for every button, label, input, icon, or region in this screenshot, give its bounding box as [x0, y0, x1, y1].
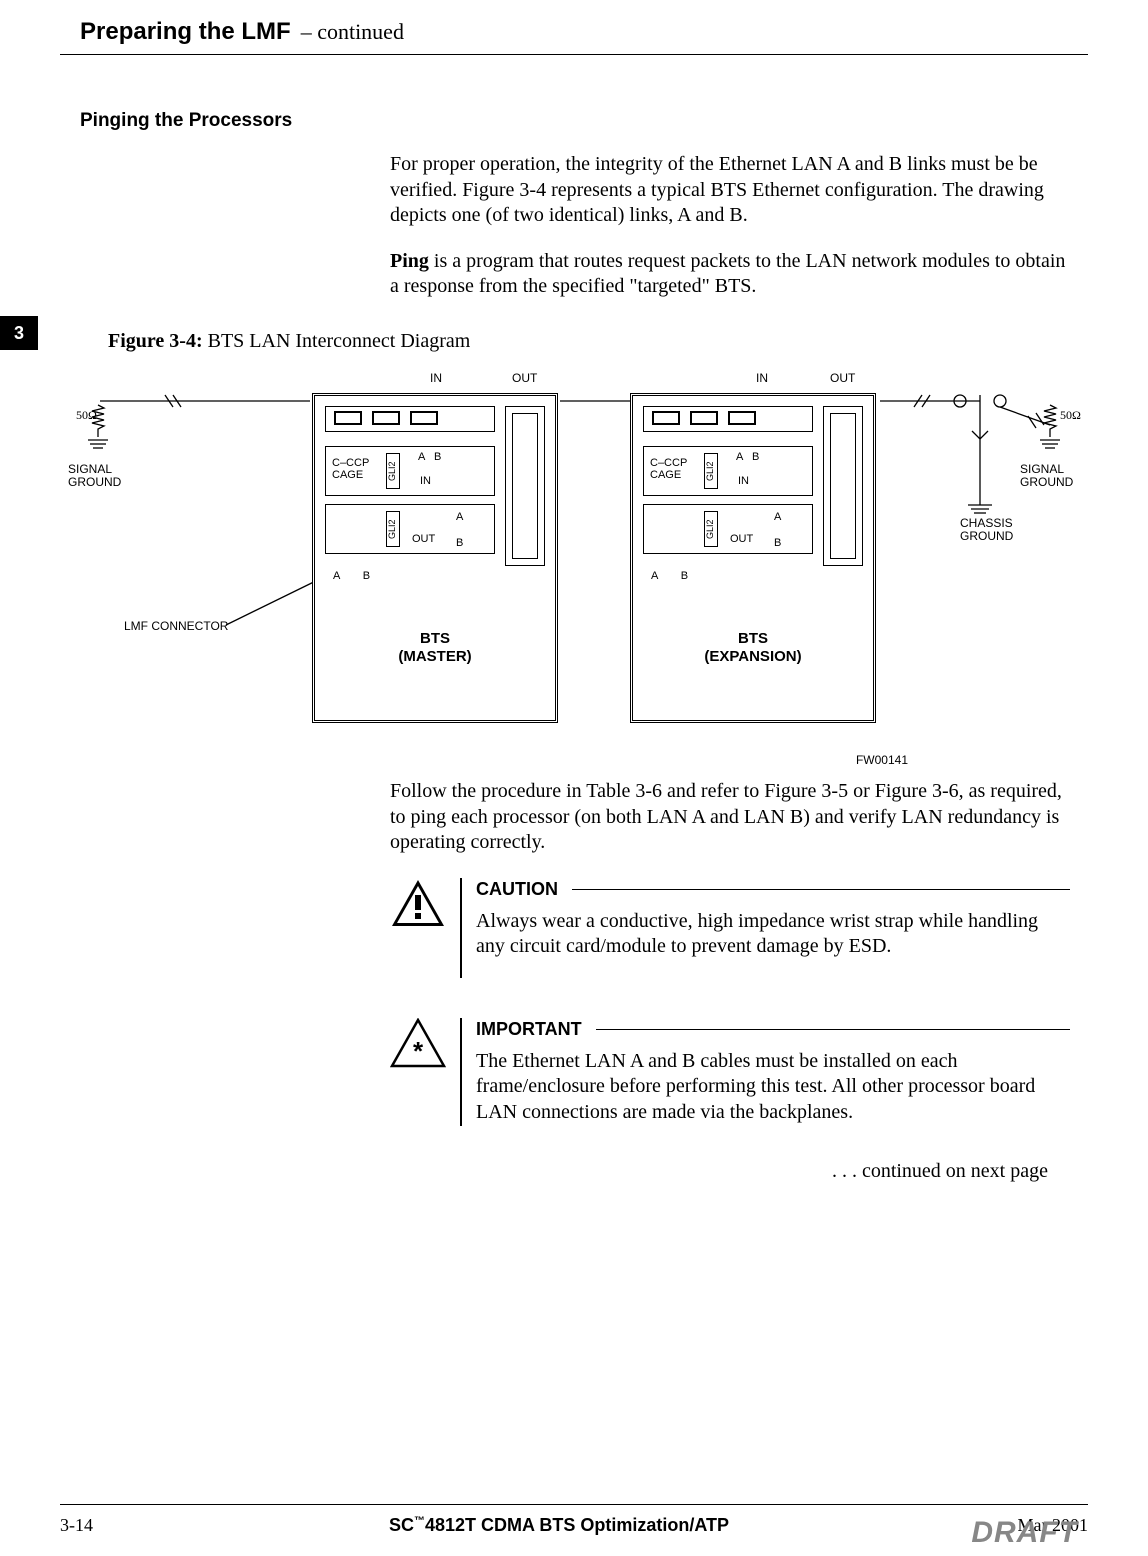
ccp-cage-label-2: C–CCP CAGE: [650, 457, 687, 481]
label-out-1: OUT: [512, 371, 537, 385]
figure-title: BTS LAN Interconnect Diagram: [203, 330, 471, 352]
bts-master-top-strip: [325, 406, 495, 432]
figure-caption: Figure 3-4: BTS LAN Interconnect Diagram: [108, 330, 1148, 353]
label-fw: FW00141: [856, 753, 908, 767]
caution-block: CAUTION Always wear a conductive, high i…: [390, 878, 1070, 978]
header-continued: – continued: [301, 19, 404, 44]
label-out-cage-2: OUT: [730, 533, 753, 545]
label-out-2: OUT: [830, 371, 855, 385]
important-title: IMPORTANT: [476, 1018, 582, 1041]
bts-master-label: BTS (MASTER): [315, 630, 555, 666]
bts-exp-top-strip: [643, 406, 813, 432]
label-in-cage-1: IN: [420, 475, 431, 487]
bts-exp-cage-out: GLI2 OUT A B: [643, 504, 813, 554]
paragraph-3: Follow the procedure in Table 3-6 and re…: [390, 779, 1070, 856]
caution-body: Always wear a conductive, high impedance…: [476, 909, 1070, 960]
label-b-2: B: [456, 537, 463, 549]
svg-text:*: *: [413, 1036, 424, 1066]
page-footer: 3-14 SC™4812T CDMA BTS Optimization/ATP …: [60, 1504, 1088, 1536]
footer-page-number: 3-14: [60, 1515, 180, 1536]
label-50ohm-left: 50Ω: [76, 409, 97, 422]
figure-label: Figure 3-4:: [108, 330, 203, 352]
label-b-1: B: [434, 451, 441, 463]
important-rule: [596, 1029, 1070, 1030]
label-in-cage-2: IN: [738, 475, 749, 487]
diagram-wiring: [60, 365, 1088, 767]
gli2-label-2: GLI2: [386, 511, 400, 547]
label-b-3: B: [752, 451, 759, 463]
bts-master-cage-in: C–CCP CAGE GLI2 A B IN: [325, 446, 495, 496]
continued-next-page: . . . continued on next page: [0, 1160, 1048, 1183]
gli2-label-4: GLI2: [704, 511, 718, 547]
bts-master-box: C–CCP CAGE GLI2 A B IN GLI2 OUT A B A B …: [312, 393, 558, 723]
footer-tm: ™: [414, 1515, 425, 1527]
label-out-cage-1: OUT: [412, 533, 435, 545]
label-ab-2: A B: [651, 570, 698, 582]
label-50ohm-right: 50Ω: [1060, 409, 1081, 422]
ping-bold: Ping: [390, 250, 429, 272]
gli2-label-1: GLI2: [386, 453, 400, 489]
paragraph-1: For proper operation, the integrity of t…: [390, 152, 1070, 229]
bts-exp-cage-in: C–CCP CAGE GLI2 A B IN: [643, 446, 813, 496]
gli2-label-3: GLI2: [704, 453, 718, 489]
chapter-tab: 3: [0, 316, 38, 350]
label-a-1: A: [418, 451, 425, 463]
footer-rest: 4812T CDMA BTS Optimization/ATP: [425, 1515, 729, 1535]
bts-expansion-box: C–CCP CAGE GLI2 A B IN GLI2 OUT A B A B …: [630, 393, 876, 723]
important-block: * IMPORTANT The Ethernet LAN A and B cab…: [390, 1018, 1070, 1126]
label-ab-1: A B: [333, 570, 380, 582]
header-title: Preparing the LMF: [80, 18, 291, 45]
section-heading: Pinging the Processors: [0, 55, 1148, 132]
label-chassis-ground: CHASSIS GROUND: [960, 517, 1013, 543]
bts-exp-right-strip: [823, 406, 863, 566]
para2-rest: is a program that routes request packets…: [390, 250, 1065, 298]
important-divider: [460, 1018, 462, 1126]
important-body: The Ethernet LAN A and B cables must be …: [476, 1049, 1070, 1126]
caution-icon: [390, 878, 446, 928]
label-lmf-connector: LMF CONNECTOR: [124, 619, 228, 633]
label-a-3: A: [736, 451, 743, 463]
caution-divider: [460, 878, 462, 978]
label-b-4: B: [774, 537, 781, 549]
label-a-4: A: [774, 511, 781, 523]
footer-sc: SC: [389, 1515, 414, 1535]
bts-expansion-label: BTS (EXPANSION): [633, 630, 873, 666]
bts-master-cage-out: GLI2 OUT A B: [325, 504, 495, 554]
label-signal-ground-left: SIGNAL GROUND: [68, 463, 121, 489]
bts-master-right-strip: [505, 406, 545, 566]
label-a-2: A: [456, 511, 463, 523]
ccp-cage-label-1: C–CCP CAGE: [332, 457, 369, 481]
draft-watermark: DRAFT: [971, 1516, 1078, 1550]
bts-lan-diagram: IN OUT IN OUT SIGNAL GROUND SIGNAL GROUN…: [60, 365, 1088, 767]
footer-center: SC™4812T CDMA BTS Optimization/ATP: [180, 1515, 938, 1536]
caution-title: CAUTION: [476, 878, 558, 901]
paragraph-2: Ping is a program that routes request pa…: [390, 249, 1070, 300]
caution-rule: [572, 889, 1070, 890]
label-in-2: IN: [756, 371, 768, 385]
running-header: Preparing the LMF – continued: [0, 0, 1148, 46]
important-icon: *: [390, 1018, 446, 1068]
label-signal-ground-right: SIGNAL GROUND: [1020, 463, 1073, 489]
label-in-1: IN: [430, 371, 442, 385]
